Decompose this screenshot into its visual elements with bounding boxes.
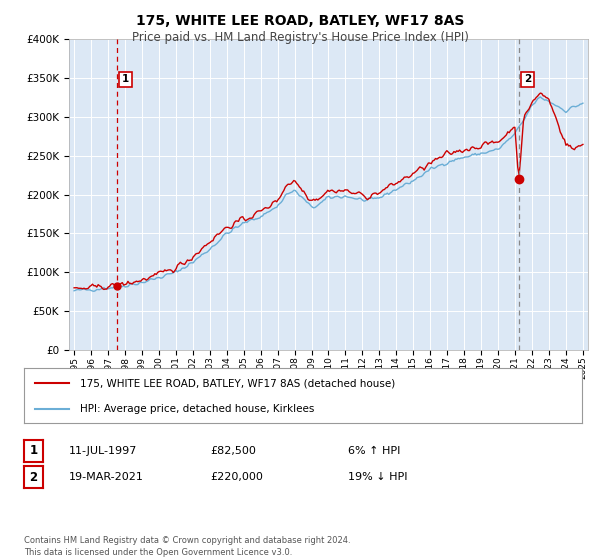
Text: 175, WHITE LEE ROAD, BATLEY, WF17 8AS (detached house): 175, WHITE LEE ROAD, BATLEY, WF17 8AS (d… xyxy=(80,379,395,388)
Text: HPI: Average price, detached house, Kirklees: HPI: Average price, detached house, Kirk… xyxy=(80,404,314,414)
Text: 2: 2 xyxy=(29,470,38,484)
Text: 6% ↑ HPI: 6% ↑ HPI xyxy=(348,446,400,456)
Text: £82,500: £82,500 xyxy=(210,446,256,456)
Text: £220,000: £220,000 xyxy=(210,472,263,482)
Text: Price paid vs. HM Land Registry's House Price Index (HPI): Price paid vs. HM Land Registry's House … xyxy=(131,31,469,44)
Text: Contains HM Land Registry data © Crown copyright and database right 2024.
This d: Contains HM Land Registry data © Crown c… xyxy=(24,536,350,557)
Text: 175, WHITE LEE ROAD, BATLEY, WF17 8AS: 175, WHITE LEE ROAD, BATLEY, WF17 8AS xyxy=(136,14,464,28)
Text: 1: 1 xyxy=(122,74,130,84)
Text: 2: 2 xyxy=(524,74,531,84)
Text: 19-MAR-2021: 19-MAR-2021 xyxy=(69,472,144,482)
Text: 19% ↓ HPI: 19% ↓ HPI xyxy=(348,472,407,482)
Text: 11-JUL-1997: 11-JUL-1997 xyxy=(69,446,137,456)
Text: 1: 1 xyxy=(29,444,38,458)
